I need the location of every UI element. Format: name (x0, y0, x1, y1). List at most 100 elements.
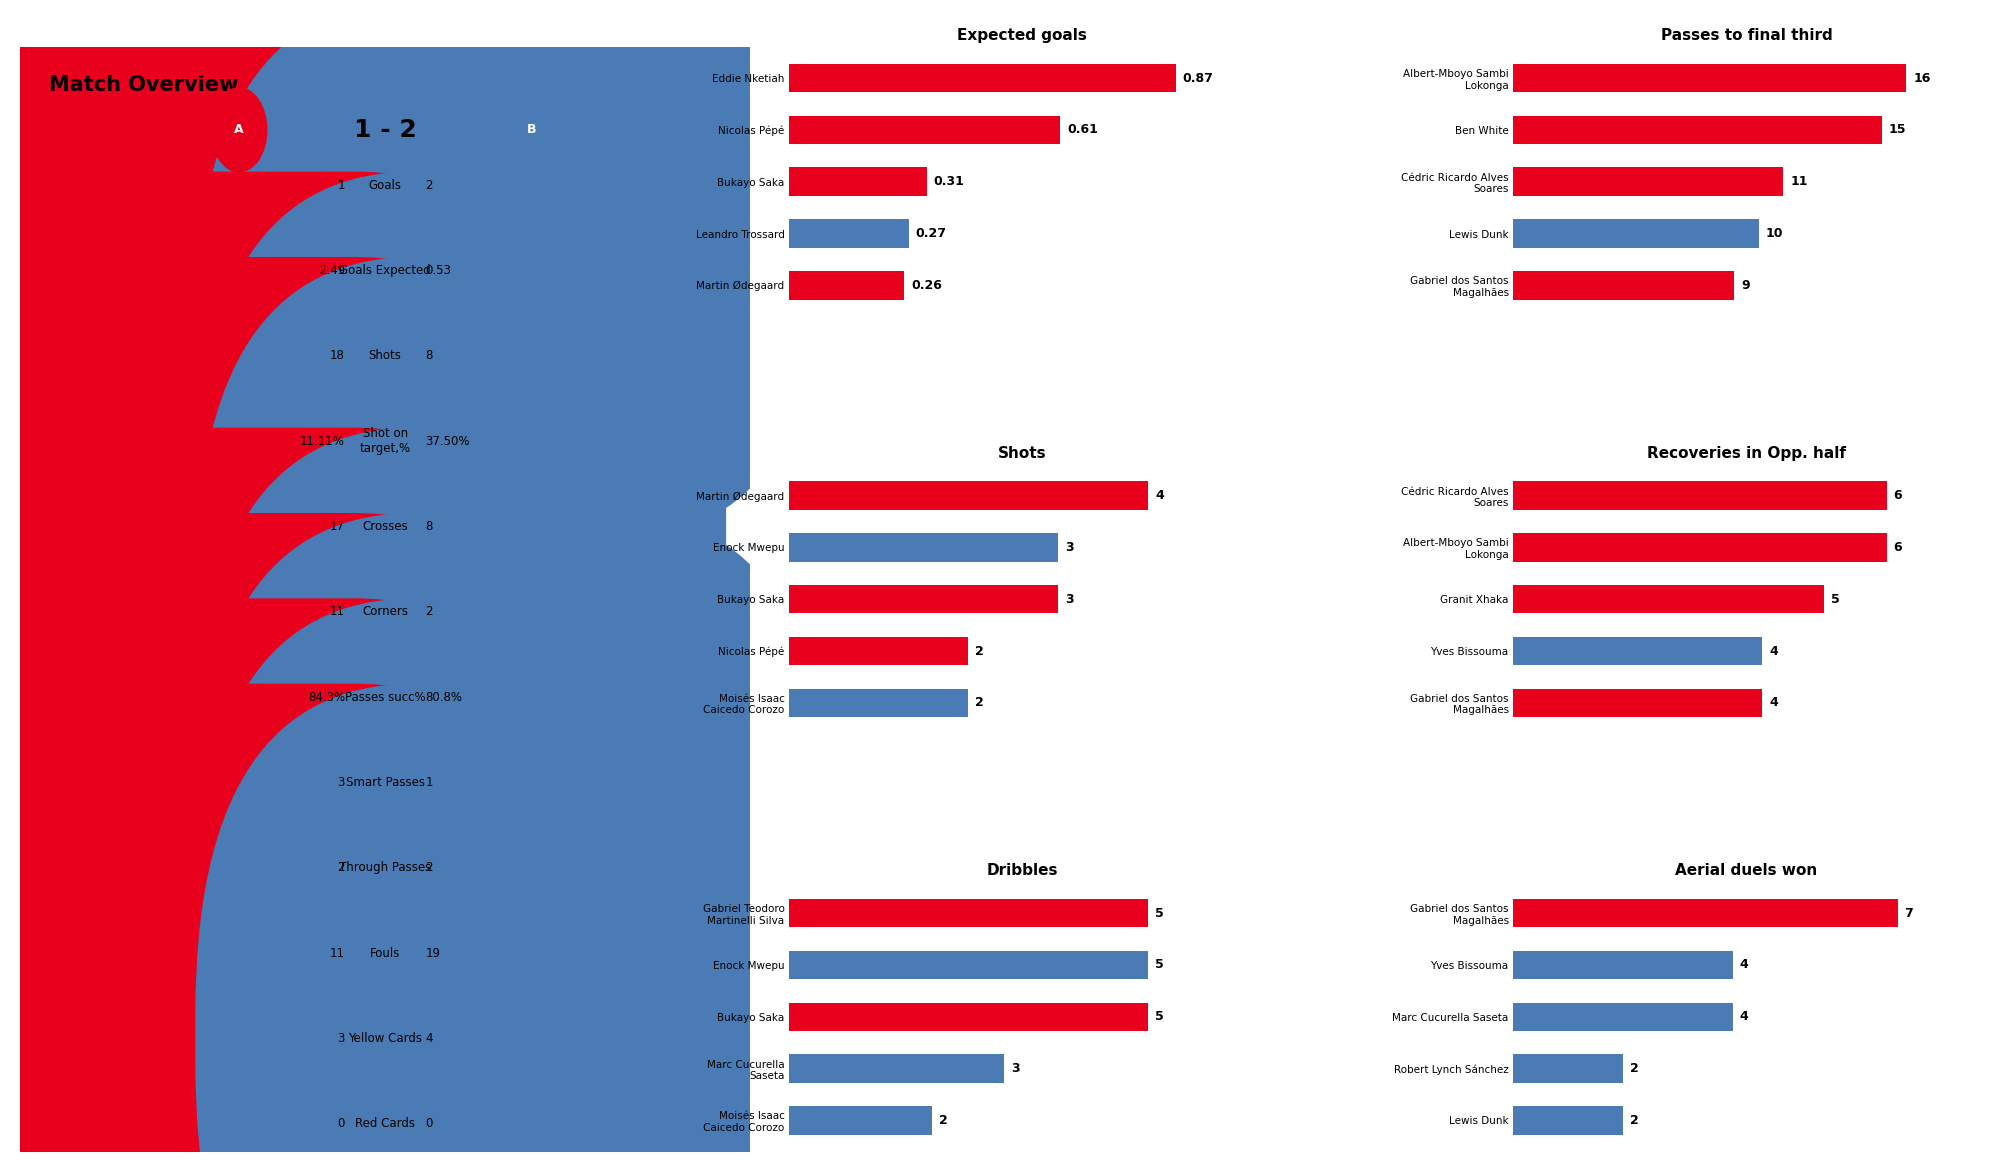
Text: 8: 8 (426, 349, 432, 362)
Text: 2: 2 (976, 645, 984, 658)
Text: Red Cards: Red Cards (356, 1117, 416, 1130)
Text: 2: 2 (426, 605, 432, 618)
Bar (788, 1054, 1004, 1083)
Text: 15: 15 (1888, 123, 1906, 136)
Text: 2: 2 (940, 1114, 948, 1127)
FancyBboxPatch shape (196, 598, 830, 1175)
Text: 0.26: 0.26 (912, 278, 942, 291)
Text: 11: 11 (330, 947, 344, 960)
Bar (1512, 220, 1758, 248)
Bar (788, 585, 1058, 613)
FancyBboxPatch shape (196, 0, 830, 539)
Bar (788, 951, 1148, 979)
FancyBboxPatch shape (196, 428, 700, 1137)
Text: 11.11%: 11.11% (300, 435, 344, 448)
FancyBboxPatch shape (22, 598, 574, 1175)
Text: 0: 0 (426, 1117, 432, 1130)
Text: 2: 2 (338, 861, 344, 874)
Bar (1512, 637, 1762, 665)
Text: 0.27: 0.27 (916, 227, 946, 240)
Bar (1512, 482, 1886, 510)
Text: 7: 7 (1904, 907, 1914, 920)
Title: Shots: Shots (998, 445, 1046, 461)
Text: 4: 4 (1740, 1010, 1748, 1023)
Text: 2: 2 (426, 179, 432, 192)
FancyBboxPatch shape (0, 172, 574, 881)
Text: 4: 4 (1740, 959, 1748, 972)
Text: 11: 11 (1790, 175, 1808, 188)
Text: 1 - 2: 1 - 2 (354, 118, 416, 142)
Title: Dribbles: Dribbles (986, 864, 1058, 878)
FancyBboxPatch shape (0, 428, 574, 1137)
Bar (788, 689, 968, 717)
Text: 1: 1 (426, 776, 432, 788)
Text: Corners: Corners (362, 605, 408, 618)
Title: Recoveries in Opp. half: Recoveries in Opp. half (1646, 445, 1846, 461)
Bar (1512, 533, 1886, 562)
Bar (1512, 63, 1906, 93)
Text: Through Passes: Through Passes (338, 861, 432, 874)
Text: 3: 3 (338, 776, 344, 788)
Bar (788, 1002, 1148, 1030)
Text: 0: 0 (338, 1117, 344, 1130)
Text: A: A (234, 123, 244, 136)
Text: 4: 4 (1768, 697, 1778, 710)
FancyBboxPatch shape (196, 513, 830, 1175)
Text: 4: 4 (426, 1032, 432, 1045)
Bar (1512, 585, 1824, 613)
Text: 0.53: 0.53 (426, 264, 452, 277)
Text: 37.50%: 37.50% (426, 435, 470, 448)
Text: Yellow Cards: Yellow Cards (348, 1032, 422, 1045)
Text: Goals: Goals (368, 179, 402, 192)
Text: 0.31: 0.31 (934, 175, 964, 188)
Text: Passes succ%: Passes succ% (344, 691, 426, 704)
Bar (788, 899, 1148, 927)
FancyBboxPatch shape (196, 0, 676, 625)
Text: 5: 5 (1156, 907, 1164, 920)
FancyBboxPatch shape (0, 257, 574, 967)
Circle shape (504, 88, 558, 172)
Bar (1512, 271, 1734, 300)
Text: 5: 5 (1156, 959, 1164, 972)
FancyBboxPatch shape (196, 684, 830, 1175)
FancyBboxPatch shape (0, 1, 574, 711)
Text: 5: 5 (1156, 1010, 1164, 1023)
FancyBboxPatch shape (0, 684, 574, 1175)
Text: 4: 4 (1156, 489, 1164, 502)
Text: 5: 5 (1832, 592, 1840, 606)
Text: 2.49: 2.49 (318, 264, 344, 277)
Text: 17: 17 (330, 521, 344, 533)
Text: 84.3%: 84.3% (308, 691, 344, 704)
Text: 4: 4 (1768, 645, 1778, 658)
FancyBboxPatch shape (38, 0, 574, 539)
Text: 2: 2 (1630, 1062, 1638, 1075)
FancyBboxPatch shape (0, 0, 574, 625)
Text: 9: 9 (1742, 278, 1750, 291)
Text: B: B (526, 123, 536, 136)
Bar (1512, 951, 1732, 979)
Text: 3: 3 (1066, 540, 1074, 553)
Text: 2: 2 (426, 861, 432, 874)
Text: 6: 6 (1894, 540, 1902, 553)
Text: 6: 6 (1894, 489, 1902, 502)
Text: 80.8%: 80.8% (426, 691, 462, 704)
FancyBboxPatch shape (196, 1, 720, 711)
Text: 3: 3 (1012, 1062, 1020, 1075)
Text: 8: 8 (426, 521, 432, 533)
Bar (1512, 1054, 1622, 1083)
Text: 2: 2 (976, 697, 984, 710)
Title: Expected goals: Expected goals (958, 28, 1088, 43)
Text: 1: 1 (338, 179, 344, 192)
Text: 0.61: 0.61 (1068, 123, 1098, 136)
Bar (788, 63, 1176, 93)
Text: Shots: Shots (368, 349, 402, 362)
FancyBboxPatch shape (0, 513, 574, 1175)
Bar (1512, 1002, 1732, 1030)
Bar (1512, 689, 1762, 717)
Text: Smart Passes: Smart Passes (346, 776, 424, 788)
Bar (788, 1106, 932, 1135)
Bar (788, 533, 1058, 562)
Text: Shot on
target,%: Shot on target,% (360, 427, 410, 455)
Text: 19: 19 (426, 947, 440, 960)
Bar (788, 168, 926, 196)
